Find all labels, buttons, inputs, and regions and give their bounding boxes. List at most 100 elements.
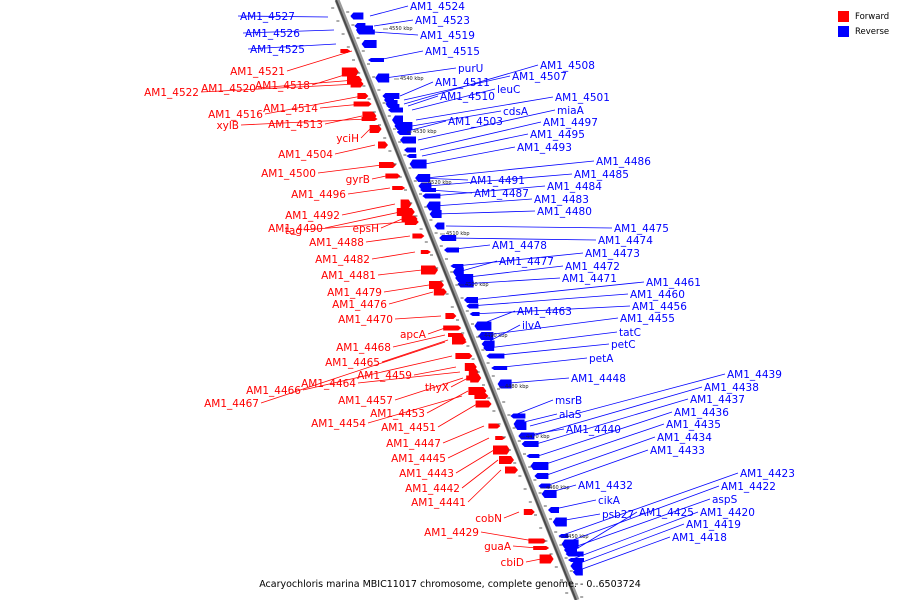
reverse-gene-label: AM1_4423 [740,468,795,480]
forward-gene-label: AM1_4445 [391,453,446,465]
reverse-gene-label: AM1_4434 [657,432,712,444]
reverse-leader-line [487,331,618,349]
reverse-leader-line [373,31,419,36]
forward-leader-line [394,377,464,401]
forward-leader-line [394,315,442,320]
forward-gene-arrow [455,353,473,359]
forward-gene-arrow [453,340,467,344]
reverse-leader-line [469,281,645,301]
forward-gene-label: AM1_4514 [263,103,318,115]
reverse-gene-label: AM1_4507 [512,71,567,83]
reverse-gene-arrow [406,154,417,158]
reverse-gene-label: aspS [712,494,738,506]
reverse-gene-arrow [426,201,441,211]
legend-reverse-label: Reverse [855,26,890,37]
legend-forward: Forward [838,9,889,24]
forward-gene-label: AM1_4520 [201,83,256,95]
strand-legend: Forward Reverse [838,9,889,39]
reverse-gene-label: AM1_4461 [646,277,701,289]
forward-gene-arrow [443,325,462,331]
reverse-gene-label: AM1_4422 [721,481,776,493]
reverse-gene-label: AM1_4524 [410,1,465,13]
forward-gene-label: gyrB [346,174,370,186]
forward-gene-arrow [475,400,492,408]
reverse-gene-arrow [386,104,400,108]
forward-leader-line [367,395,463,424]
reverse-gene-label: AM1_4478 [492,240,547,252]
reverse-leader-line [497,377,570,385]
reverse-gene-arrow [368,58,384,62]
reverse-gene-label: AM1_4485 [574,169,629,181]
forward-leader-line [503,511,520,519]
reverse-leader-line [247,43,337,50]
reverse-gene-label: AM1_4439 [727,369,782,381]
reverse-leader-line [477,317,619,337]
forward-gene-label: AM1_4464 [301,378,356,390]
reverse-gene-label: AM1_4438 [704,382,759,394]
reverse-gene-label: AM1_4519 [420,30,475,42]
forward-gene-arrow [385,173,401,179]
forward-gene-label: AM1_4522 [144,87,199,99]
forward-leader-line [334,144,376,155]
reverse-leader-line [529,373,726,427]
reverse-leader-line [377,50,424,61]
scale-tick-label: 4470 kbp [526,434,550,440]
forward-leader-line [302,355,453,391]
forward-gene-label: AM1_4479 [327,287,382,299]
reverse-gene-label: AM1_4486 [596,156,651,168]
forward-gene-label: AM1_4441 [411,497,466,509]
reverse-gene-label: AM1_4420 [700,507,755,519]
reverse-gene-label: AM1_4487 [474,188,529,200]
forward-leader-line [324,211,401,229]
reverse-leader-line [535,398,689,445]
forward-gene-arrow [350,80,364,88]
reverse-leader-line [515,413,558,425]
reverse-gene-arrow [409,159,427,169]
reverse-leader-line [559,472,739,537]
reverse-gene-arrow [497,379,512,389]
forward-leader-line [319,103,363,109]
reverse-gene-arrow [356,29,375,35]
reverse-gene-label: tatC [619,327,641,339]
reverse-gene-arrow [429,210,442,218]
reverse-gene-arrow [375,73,390,83]
forward-gene-label: xylB [216,120,239,132]
reverse-leader-line [489,343,610,357]
forward-gene-arrow [539,554,554,564]
forward-gene-arrow [369,125,382,133]
forward-gene-label: cobN [475,513,502,525]
reverse-gene-arrow [478,332,494,340]
forward-gene-label: AM1_4447 [386,438,441,450]
forward-gene-arrow [362,111,377,121]
reverse-gene-arrow [439,235,457,241]
reverse-leader-line [435,210,536,215]
reverse-gene-label: AM1_4511 [435,77,490,89]
forward-gene-label: apcA [400,329,427,341]
figure-caption: Acaryochloris marina MBIC11017 chromosom… [259,579,641,590]
reverse-gene-label: AM1_4525 [250,44,305,56]
forward-leader-line [512,545,538,549]
reverse-leader-line [553,513,601,523]
forward-gene-arrow [505,466,518,474]
reverse-leader-line [573,536,671,573]
forward-gene-arrow [474,393,489,399]
forward-leader-line [525,558,542,563]
reverse-leader-line [543,436,656,477]
forward-gene-label: AM1_4468 [336,342,391,354]
reverse-gene-label: AM1_4455 [620,313,675,325]
reverse-gene-arrow [570,562,583,570]
forward-gene-label: AM1_4496 [291,189,346,201]
reverse-gene-label: AM1_4456 [632,301,687,313]
forward-leader-line [264,95,363,115]
forward-gene-label: AM1_4481 [321,270,376,282]
forward-gene-arrow [400,199,412,209]
forward-gene-label: yciH [336,133,359,145]
forward-leader-line [450,377,469,388]
chromosome-backbone [335,0,577,600]
reverse-gene-arrow [354,23,366,29]
reverse-gene-arrow [474,321,492,331]
reverse-gene-label: AM1_4425 [639,507,694,519]
forward-leader-line [357,371,461,384]
reverse-leader-line [421,133,529,157]
reverse-leader-line [569,511,699,561]
